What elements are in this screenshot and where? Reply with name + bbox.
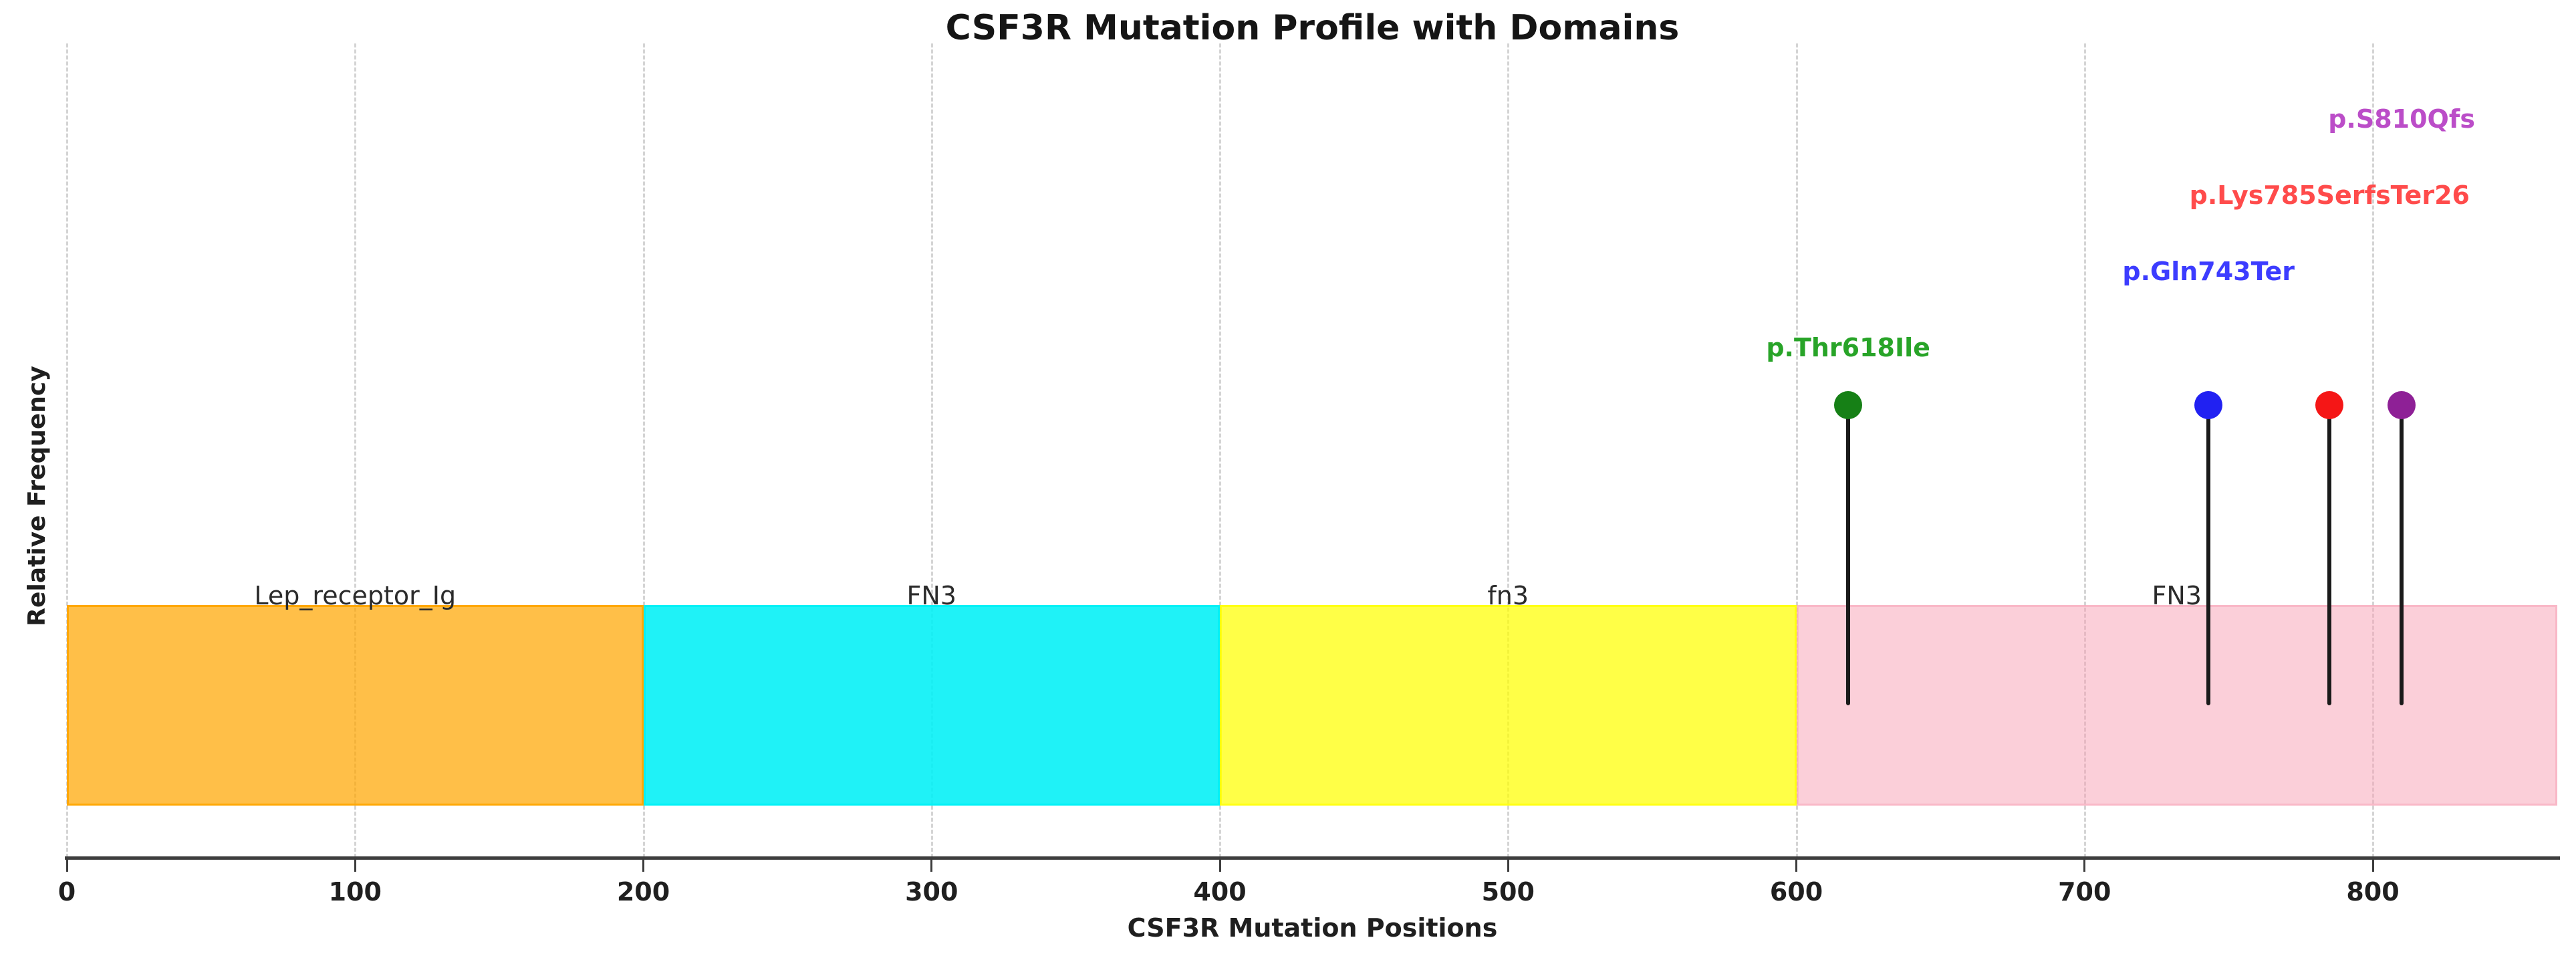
mutation-stem-p-lys785serfster26 bbox=[2327, 405, 2332, 705]
x-tick-label-300: 300 bbox=[905, 877, 958, 907]
x-tick-label-800: 800 bbox=[2346, 877, 2400, 907]
x-tick-200 bbox=[642, 858, 644, 872]
mutation-marker-p-gln743ter bbox=[2194, 391, 2223, 419]
x-tick-500 bbox=[1507, 858, 1509, 872]
x-axis-label: CSF3R Mutation Positions bbox=[1127, 913, 1498, 943]
gridline-x-300 bbox=[930, 43, 933, 858]
gridline-x-200 bbox=[642, 43, 645, 858]
gridline-x-600 bbox=[1795, 43, 1798, 858]
x-tick-300 bbox=[930, 858, 933, 872]
domain-label-fn3-3: FN3 bbox=[2152, 581, 2202, 610]
mutation-marker-p-thr618ile bbox=[1834, 391, 1863, 419]
mutation-label-p-thr618ile: p.Thr618Ile bbox=[1766, 333, 1930, 362]
x-tick-600 bbox=[1795, 858, 1797, 872]
domain-bar-fn3-1 bbox=[643, 605, 1220, 806]
domain-bar-lep-receptor-ig-0 bbox=[67, 605, 644, 806]
y-axis-label: Relative Frequency bbox=[23, 366, 51, 626]
x-tick-label-600: 600 bbox=[1769, 877, 1823, 907]
gridline-x-500 bbox=[1507, 43, 1510, 858]
mutation-marker-p-s810qfs bbox=[2388, 391, 2416, 419]
x-tick-100 bbox=[354, 858, 356, 872]
x-tick-800 bbox=[2371, 858, 2374, 872]
x-tick-0 bbox=[66, 858, 68, 872]
mutation-label-p-gln743ter: p.Gln743Ter bbox=[2122, 257, 2295, 286]
x-tick-label-700: 700 bbox=[2058, 877, 2111, 907]
gridline-x-400 bbox=[1219, 43, 1221, 858]
mutation-stem-p-thr618ile bbox=[1846, 405, 1851, 705]
domain-label-fn3-2: fn3 bbox=[1487, 581, 1529, 610]
x-tick-label-100: 100 bbox=[328, 877, 382, 907]
domain-bar-fn3-3 bbox=[1796, 605, 2557, 806]
x-tick-label-400: 400 bbox=[1193, 877, 1247, 907]
gridline-x-0 bbox=[66, 43, 68, 858]
mutation-label-p-lys785serfster26: p.Lys785SerfsTer26 bbox=[2189, 181, 2470, 210]
x-tick-label-500: 500 bbox=[1481, 877, 1535, 907]
mutation-marker-p-lys785serfster26 bbox=[2315, 391, 2344, 419]
gridline-x-800 bbox=[2372, 43, 2374, 858]
domain-label-lep-receptor-ig-0: Lep_receptor_Ig bbox=[254, 581, 457, 610]
mutation-stem-p-s810qfs bbox=[2400, 405, 2404, 705]
chart-title: CSF3R Mutation Profile with Domains bbox=[945, 8, 1680, 48]
x-axis-line bbox=[65, 856, 2560, 860]
x-tick-700 bbox=[2083, 858, 2086, 872]
x-tick-400 bbox=[1218, 858, 1221, 872]
mutation-label-p-s810qfs: p.S810Qfs bbox=[2328, 104, 2476, 134]
domain-bar-fn3-2 bbox=[1220, 605, 1797, 806]
x-tick-label-0: 0 bbox=[57, 877, 76, 907]
gridline-x-700 bbox=[2083, 43, 2086, 858]
gridline-x-100 bbox=[354, 43, 357, 858]
mutation-stem-p-gln743ter bbox=[2206, 405, 2211, 705]
domain-label-fn3-1: FN3 bbox=[906, 581, 956, 610]
x-tick-label-200: 200 bbox=[616, 877, 670, 907]
